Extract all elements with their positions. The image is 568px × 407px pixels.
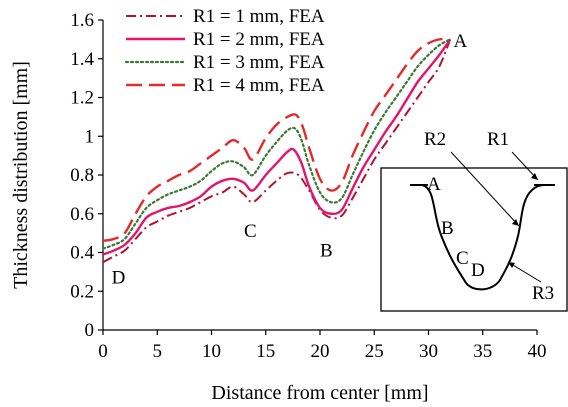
inset-r3-arrowhead bbox=[508, 262, 515, 268]
x-tick-label: 5 bbox=[153, 341, 163, 362]
x-tick-label: 40 bbox=[528, 341, 547, 362]
legend-label-3: R1 = 3 mm, FEA bbox=[193, 52, 325, 73]
x-tick-label: 0 bbox=[98, 341, 108, 362]
y-tick-label: 0.2 bbox=[70, 281, 94, 302]
x-tick-label: 30 bbox=[419, 341, 438, 362]
legend-label-1: R1 = 1 mm, FEA bbox=[193, 6, 325, 27]
x-tick-label: 10 bbox=[202, 341, 221, 362]
inset-label-d: D bbox=[471, 260, 485, 281]
point-label-c: C bbox=[244, 221, 257, 242]
y-tick-label: 0.6 bbox=[70, 204, 94, 225]
inset-profile-curve bbox=[421, 184, 546, 291]
x-tick-label: 20 bbox=[311, 341, 330, 362]
inset-label-b: B bbox=[441, 218, 454, 239]
y-tick-label: 1.2 bbox=[70, 88, 94, 109]
inset-label-r2: R2 bbox=[424, 129, 446, 150]
series-layer bbox=[101, 37, 452, 264]
y-tick-label: 1 bbox=[85, 126, 95, 147]
y-tick-label: 0.4 bbox=[70, 243, 94, 264]
y-axis-title: Thickness distribution [mm] bbox=[10, 61, 32, 289]
x-axis-title: Distance from center [mm] bbox=[211, 382, 428, 404]
inset-label-r3: R3 bbox=[532, 283, 554, 304]
point-label-b: B bbox=[320, 240, 333, 261]
die-profile-inset: A B C D R2 R1 R3 bbox=[380, 129, 568, 312]
series-line-2 bbox=[102, 38, 452, 256]
x-tick-label: 25 bbox=[365, 341, 384, 362]
inset-label-r1: R1 bbox=[487, 129, 509, 150]
x-tick-label: 15 bbox=[256, 341, 275, 362]
y-tick-label: 1.4 bbox=[70, 49, 94, 70]
legend-label-4: R1 = 4 mm, FEA bbox=[193, 75, 325, 96]
point-label-d: D bbox=[112, 268, 126, 289]
y-tick-label: 1.6 bbox=[70, 10, 94, 31]
inset-frame bbox=[380, 167, 568, 312]
inset-label-a: A bbox=[427, 174, 441, 195]
inset-label-c: C bbox=[456, 248, 469, 269]
axes: 0 0.2 0.4 0.6 0.8 1 1.2 1.4 1.6 0 5 10 15 20 25 30 35 40 D… bbox=[10, 10, 547, 404]
inset-r1-arrowhead bbox=[531, 173, 538, 180]
inset-r2-leader bbox=[450, 151, 520, 227]
series-line-3 bbox=[101, 38, 452, 250]
legend-label-2: R1 = 2 mm, FEA bbox=[193, 29, 325, 50]
series-line-4 bbox=[102, 37, 451, 243]
y-tick-label: 0.8 bbox=[70, 165, 94, 186]
point-label-a: A bbox=[453, 31, 467, 52]
y-tick-label: 0 bbox=[85, 320, 95, 341]
x-tick-label: 35 bbox=[473, 341, 492, 362]
inset-r2-arrowhead bbox=[512, 219, 519, 226]
